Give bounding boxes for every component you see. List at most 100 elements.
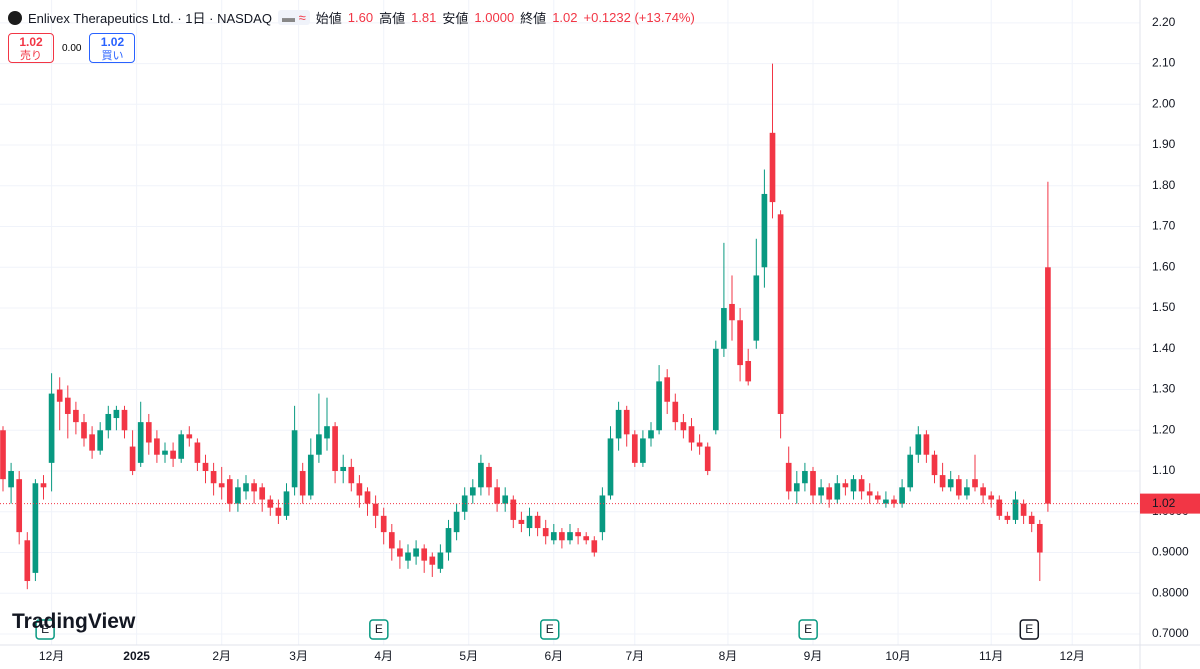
x-tick-label: 8月 — [719, 649, 738, 663]
candle-body — [777, 214, 784, 414]
candle-body — [818, 487, 824, 496]
open-value: 1.60 — [347, 10, 374, 25]
candle-body — [8, 471, 14, 488]
y-tick-label: 0.9000 — [1152, 545, 1189, 559]
symbol: Enlivex Therapeutics Ltd. · 1日 · NASDAQ — [28, 11, 272, 26]
candle-body — [591, 540, 598, 553]
x-tick-label: 2025 — [123, 649, 150, 663]
close-label: 終値 — [520, 11, 547, 26]
candle-body — [194, 442, 201, 463]
candle-body — [640, 438, 646, 463]
event-badge — [798, 619, 818, 640]
candle-body — [915, 434, 922, 455]
candle-body — [955, 479, 962, 496]
candle-body — [623, 409, 630, 435]
candle-body — [769, 132, 776, 203]
earnings-marker: E — [798, 619, 818, 640]
y-tick-label: 1.40 — [1152, 341, 1176, 355]
last-price-label: 1.02 — [1152, 496, 1176, 510]
sell-button[interactable]: 1.02 売り — [8, 33, 54, 63]
candle-body — [583, 536, 590, 541]
candle-body — [235, 487, 241, 504]
candle-body — [1028, 515, 1035, 524]
y-tick-label: 2.10 — [1152, 56, 1176, 70]
candle-body — [89, 434, 95, 451]
candle-body — [648, 430, 654, 439]
candle-body — [380, 515, 387, 533]
candle-body — [964, 487, 970, 496]
event-label: E — [546, 622, 554, 636]
candle-body — [0, 430, 6, 480]
candle-body — [607, 438, 614, 496]
sell-price: 1.02 — [19, 35, 43, 49]
candle-body — [154, 438, 160, 455]
candle-body — [712, 348, 719, 431]
candle-body — [226, 479, 233, 504]
earnings-marker: E — [369, 619, 389, 640]
candle-body — [97, 430, 104, 451]
x-tick-label: 7月 — [625, 649, 644, 663]
candle-body — [615, 409, 622, 439]
buy-button[interactable]: 1.02 買い — [89, 33, 136, 63]
candle-body — [761, 193, 768, 268]
x-tick-label: 4月 — [374, 649, 393, 663]
candle-body — [218, 483, 225, 488]
candle-body — [283, 491, 290, 516]
candle-body — [478, 462, 484, 488]
watermark: TradingView — [12, 610, 136, 633]
y-tick-label: 1.80 — [1152, 178, 1176, 192]
candle-body — [178, 434, 185, 459]
candle-body — [291, 430, 298, 488]
candle-body — [137, 422, 144, 463]
candle-body — [980, 487, 986, 496]
candle-body — [850, 479, 857, 492]
candle-body — [810, 471, 816, 496]
candle-body — [502, 495, 509, 504]
candle-body — [1004, 515, 1011, 520]
high-label: 高値 — [379, 11, 406, 26]
candle-body — [275, 507, 282, 516]
legend-header: Enlivex Therapeutics Ltd. · 1日 · NASDAQ … — [8, 8, 695, 27]
x-tick-label: 9月 — [804, 649, 823, 663]
candle-body — [542, 528, 549, 537]
candle-body — [162, 450, 168, 455]
spread: 0.00 — [62, 42, 82, 54]
candle-body — [664, 377, 671, 402]
event-badge — [369, 619, 389, 640]
buy-label: 買い — [101, 50, 124, 62]
candle-body — [388, 532, 395, 549]
candle-body — [526, 515, 533, 529]
candle-body — [518, 519, 525, 524]
candle-body — [793, 483, 800, 492]
candle-body — [324, 426, 330, 439]
candle-body — [32, 483, 39, 573]
candle-body — [243, 483, 249, 492]
candle-body — [753, 275, 760, 341]
earnings-marker: E — [1019, 619, 1040, 640]
buy-price: 1.02 — [100, 35, 125, 49]
close-value: 1.02 — [552, 10, 578, 25]
candle-body — [510, 499, 517, 520]
y-tick-label: 1.10 — [1152, 463, 1176, 477]
x-tick-label: 3月 — [289, 649, 308, 663]
x-tick-label: 12月 — [1060, 649, 1085, 663]
candle-body — [842, 483, 849, 488]
candle-body — [656, 381, 662, 431]
candle-body — [696, 442, 703, 447]
candle-body — [16, 479, 23, 533]
candle-body — [688, 426, 695, 443]
candle-body — [996, 499, 1003, 516]
x-tick-label: 2月 — [212, 649, 231, 663]
candle-body — [348, 466, 355, 484]
x-tick-label: 5月 — [459, 649, 478, 663]
y-tick-label: 1.20 — [1152, 422, 1176, 436]
candle-body — [907, 454, 914, 488]
candle-body — [405, 552, 411, 561]
earnings-marker: E — [35, 619, 55, 640]
high-value: 1.81 — [411, 10, 437, 25]
candle-body — [64, 397, 71, 414]
toggle[interactable]: ▬ ≈ — [277, 10, 310, 25]
candle-body — [631, 434, 638, 463]
